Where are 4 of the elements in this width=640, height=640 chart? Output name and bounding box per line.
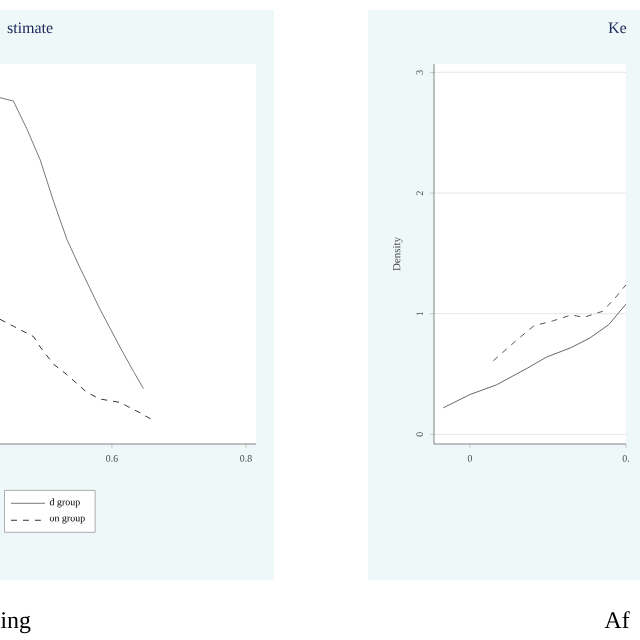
text: Af <box>604 611 630 628</box>
line-series <box>492 284 627 362</box>
text: ing <box>0 612 31 634</box>
line-series <box>442 303 627 409</box>
